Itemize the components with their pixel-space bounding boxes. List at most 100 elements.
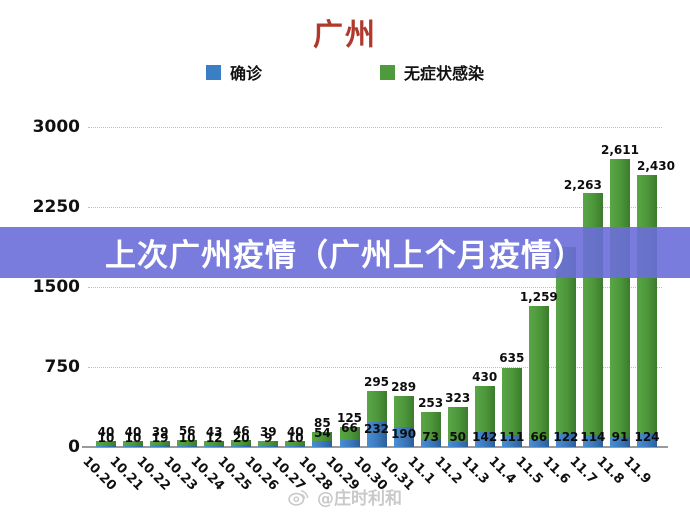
label-confirmed-11.5: 66 xyxy=(530,430,548,444)
bar-confirmed-11.2 xyxy=(447,441,468,447)
label-asymptomatic-10.26: 39 xyxy=(259,425,277,440)
label-asymptomatic-10.28: 85 xyxy=(314,416,331,431)
label-asymptomatic-10.20: 40 xyxy=(97,425,115,440)
x-tick-label-11.8: 11.8 xyxy=(593,454,627,488)
bar-asymptomatic-10.30 xyxy=(366,390,387,423)
label-asymptomatic-11.7: 2,263 xyxy=(563,177,602,192)
legend-label-asymptomatic: 无症状感染 xyxy=(404,64,485,83)
bar-asymptomatic-10.20 xyxy=(96,441,116,446)
bar-confirmed-11.7 xyxy=(582,434,603,447)
label-asymptomatic-11.2: 323 xyxy=(445,391,471,406)
weibo-logo-icon xyxy=(288,489,309,506)
label-asymptomatic-10.21: 40 xyxy=(124,425,142,440)
chart-title: 广州 xyxy=(313,18,377,53)
label-confirmed-10.26: 9 xyxy=(264,431,273,445)
bar-asymptomatic-11.6 xyxy=(555,247,576,434)
headline-overlay-banner: 上次广州疫情（广州上个月疫情） xyxy=(0,227,690,278)
label-asymptomatic-10.27: 40 xyxy=(286,425,304,440)
label-confirmed-10.30: 232 xyxy=(363,422,390,437)
gridline-3000 xyxy=(88,127,662,128)
bar-confirmed-10.21 xyxy=(123,445,143,447)
gridline-1500 xyxy=(88,287,662,288)
legend-item-asymptomatic: 无症状感染 xyxy=(380,60,484,84)
label-confirmed-11.6: 122 xyxy=(553,430,579,444)
bar-confirmed-10.27 xyxy=(285,445,306,447)
label-confirmed-10.22: 19 xyxy=(151,431,169,445)
watermark-text: @庄时利和 xyxy=(317,489,402,509)
label-confirmed-10.21: 10 xyxy=(124,431,142,445)
x-tick-label-11.3: 11.3 xyxy=(458,454,492,488)
asymptomatic-swatch-icon xyxy=(380,64,395,80)
bar-confirmed-10.30 xyxy=(366,422,387,447)
x-tick-label-11.2: 11.2 xyxy=(431,454,465,488)
x-tick-label-11.4: 11.4 xyxy=(485,454,519,488)
label-asymptomatic-11.3: 430 xyxy=(472,370,498,384)
bar-asymptomatic-10.26 xyxy=(258,441,279,446)
bar-confirmed-11.9 xyxy=(637,433,657,447)
bar-confirmed-10.26 xyxy=(258,445,279,447)
bar-confirmed-10.22 xyxy=(150,445,171,447)
bar-asymptomatic-10.27 xyxy=(285,441,306,446)
bar-asymptomatic-10.28 xyxy=(312,432,333,442)
bar-confirmed-10.31 xyxy=(393,426,414,447)
y-tick-label: 2250 xyxy=(32,197,80,217)
bar-asymptomatic-10.31 xyxy=(393,395,414,427)
x-tick-label-11.9: 11.9 xyxy=(620,454,654,488)
bar-asymptomatic-11.5 xyxy=(528,305,549,440)
label-confirmed-10.29: 66 xyxy=(341,420,358,435)
bar-confirmed-11.1 xyxy=(420,439,441,447)
x-tick-label-11.5: 11.5 xyxy=(512,454,546,488)
label-confirmed-11.9: 124 xyxy=(634,430,660,444)
label-confirmed-10.20: 10 xyxy=(97,431,115,445)
label-asymptomatic-10.29: 125 xyxy=(336,410,363,425)
bar-asymptomatic-10.24 xyxy=(204,440,225,446)
label-confirmed-10.25: 20 xyxy=(232,431,250,445)
label-confirmed-11.4: 111 xyxy=(499,430,525,444)
label-confirmed-10.27: 10 xyxy=(286,431,304,445)
label-confirmed-11.8: 91 xyxy=(611,430,629,444)
bar-asymptomatic-11.8 xyxy=(610,158,630,438)
bar-asymptomatic-10.29 xyxy=(339,426,360,440)
label-asymptomatic-11.8: 2,611 xyxy=(601,142,639,157)
bar-confirmed-10.29 xyxy=(339,440,360,447)
gridline-750 xyxy=(88,367,662,368)
label-asymptomatic-10.24: 43 xyxy=(205,424,223,439)
y-tick-label: 3000 xyxy=(32,117,80,137)
y-tick-label: 1500 xyxy=(32,277,80,297)
bar-asymptomatic-10.25 xyxy=(231,440,252,445)
legend-label-confirmed: 确诊 xyxy=(229,64,262,83)
chart-legend: 确诊 无症状感染 xyxy=(0,60,690,84)
bar-confirmed-10.23 xyxy=(177,445,198,447)
legend-item-confirmed: 确诊 xyxy=(205,60,262,84)
x-tick-label-11.7: 11.7 xyxy=(566,454,600,488)
label-confirmed-10.31: 190 xyxy=(391,426,417,441)
bar-confirmed-10.20 xyxy=(96,445,116,447)
bar-asymptomatic-11.9 xyxy=(637,174,657,434)
bar-confirmed-11.4 xyxy=(501,435,522,447)
label-asymptomatic-10.22: 39 xyxy=(151,424,169,439)
bar-asymptomatic-10.23 xyxy=(177,439,198,446)
bar-asymptomatic-11.4 xyxy=(501,367,522,436)
bar-asymptomatic-11.1 xyxy=(420,412,441,440)
plot-area: 40 10 40 10 39 19 56 10 43 12 46 20 39 9 40 10 85 54 125 66… xyxy=(82,127,675,448)
label-asymptomatic-10.25: 46 xyxy=(232,424,250,438)
label-asymptomatic-11.5: 1,259 xyxy=(519,289,558,304)
label-asymptomatic-11.4: 635 xyxy=(499,351,525,366)
gridline-2250 xyxy=(88,207,662,208)
bar-confirmed-11.8 xyxy=(610,437,630,447)
label-confirmed-10.28: 54 xyxy=(314,426,331,441)
bar-confirmed-11.6 xyxy=(555,434,576,447)
watermark: @庄时利和 xyxy=(0,484,690,509)
label-asymptomatic-11.1: 253 xyxy=(418,396,444,411)
y-tick-label: 750 xyxy=(44,357,81,377)
bar-asymptomatic-11.3 xyxy=(474,386,495,432)
headline-text: 上次广州疫情（广州上个月疫情） xyxy=(105,238,585,274)
label-confirmed-11.1: 73 xyxy=(422,430,439,444)
bar-confirmed-10.24 xyxy=(204,445,225,447)
label-confirmed-10.23: 10 xyxy=(178,431,196,445)
confirmed-swatch-icon xyxy=(205,64,221,80)
bar-asymptomatic-11.2 xyxy=(447,407,468,442)
bar-confirmed-10.28 xyxy=(312,441,333,447)
label-confirmed-10.24: 12 xyxy=(205,431,223,445)
